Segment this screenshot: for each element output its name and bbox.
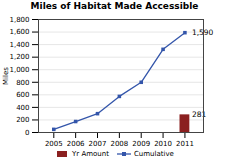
svg-text:2005: 2005 [45, 140, 63, 148]
svg-text:2011: 2011 [176, 140, 194, 148]
svg-text:2008: 2008 [110, 140, 128, 148]
svg-text:1,200: 1,200 [9, 53, 29, 61]
svg-text:200: 200 [16, 116, 29, 124]
svg-text:2007: 2007 [89, 140, 107, 148]
svg-text:0: 0 [25, 129, 29, 137]
svg-text:1,400: 1,400 [9, 41, 29, 49]
svg-text:2006: 2006 [67, 140, 85, 148]
html-text:Yr Amount: Yr Amount [72, 149, 109, 158]
svg-text:1,600: 1,600 [9, 28, 29, 36]
svg-text:1,000: 1,000 [9, 66, 29, 74]
html-text:Cumulative: Cumulative [134, 149, 174, 158]
svg-text:800: 800 [16, 79, 29, 87]
svg-text:1,800: 1,800 [9, 16, 29, 24]
svg-text:281: 281 [192, 110, 207, 119]
svg-text:600: 600 [16, 91, 29, 99]
svg-text:Miles: Miles [2, 67, 10, 85]
html-text:Miles of Habitat Made Accessib: Miles of Habitat Made Accessible [30, 1, 199, 11]
svg-text:2010: 2010 [154, 140, 172, 148]
svg-text:400: 400 [16, 104, 29, 112]
svg-text:1,590: 1,590 [192, 28, 214, 37]
svg-text:2009: 2009 [132, 140, 150, 148]
